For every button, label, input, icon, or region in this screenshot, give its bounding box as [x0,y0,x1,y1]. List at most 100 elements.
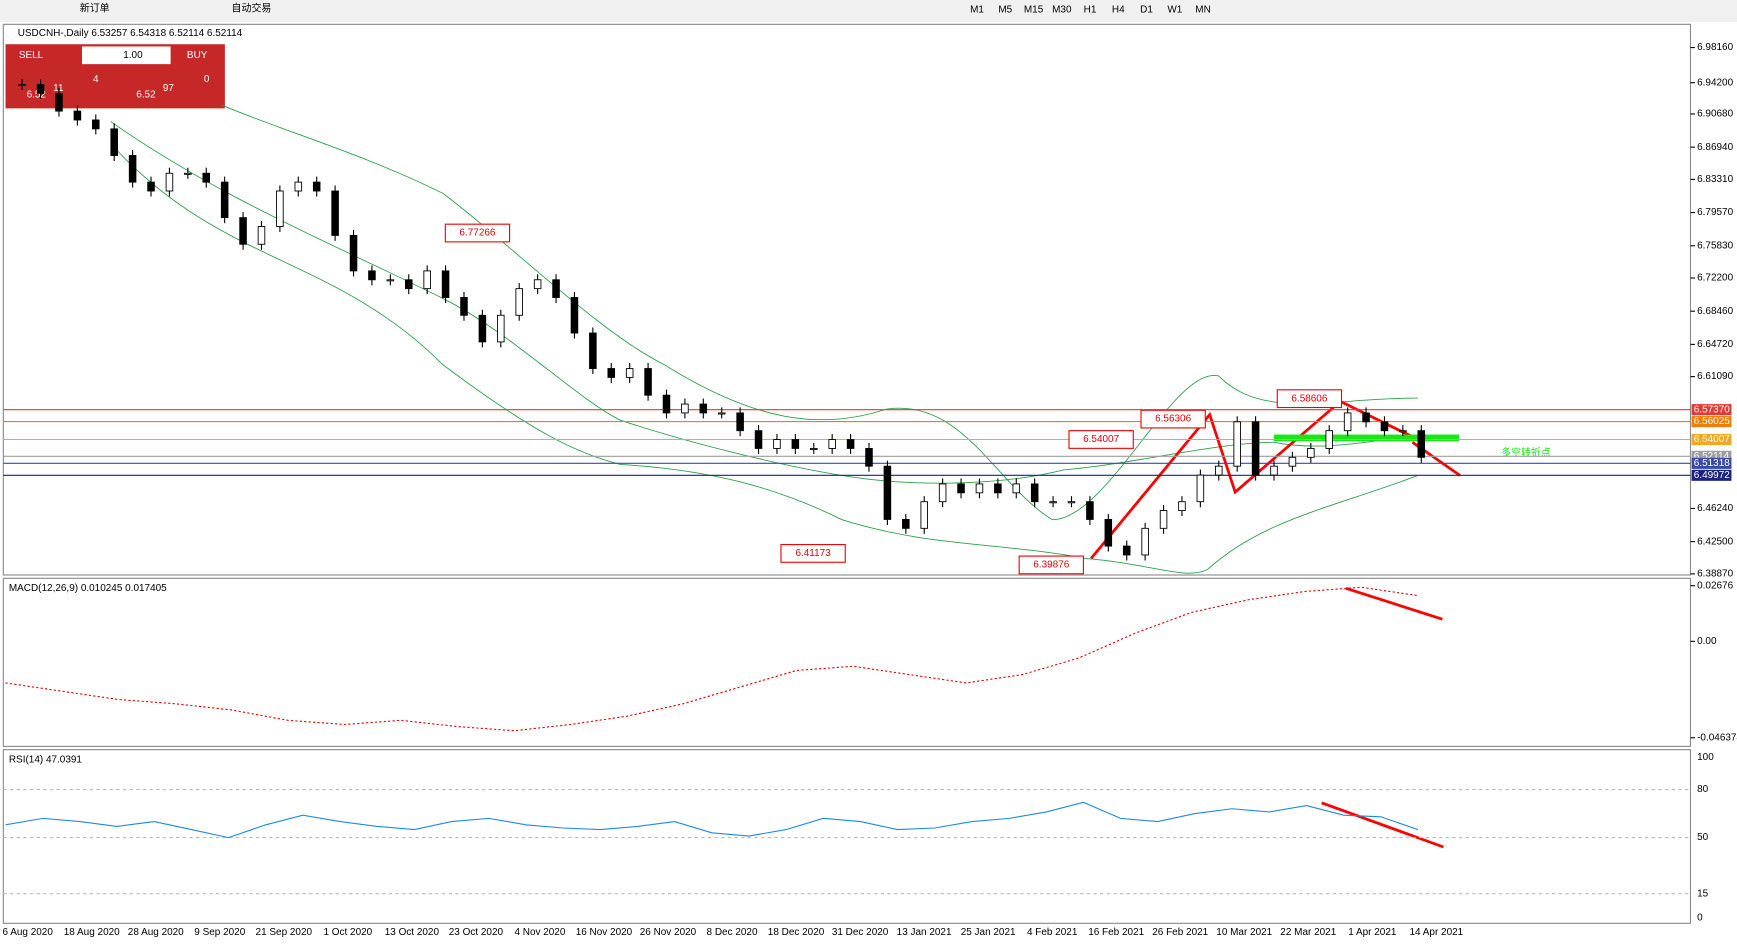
candle [717,412,726,415]
candle [754,430,763,449]
turning-zone [1273,434,1459,442]
annotation: 6.54007 [1083,434,1119,445]
candle [55,92,63,112]
candle [994,483,1002,494]
level-tag [1691,469,1732,481]
candle [791,439,800,449]
macd-panel [2,577,1692,747]
date-label: 8 Dec 2020 [707,927,758,938]
annotation: 6.56306 [1155,414,1191,425]
candle [18,84,26,87]
candle [736,412,744,432]
ask-pips: 97 [163,83,175,94]
date-label: 10 Mar 2021 [1216,927,1272,938]
sell-button[interactable]: SELL [19,50,44,61]
rsi-tick-label: 50 [1697,832,1709,843]
date-label: 9 Sep 2020 [194,927,245,938]
level-label: 6.54007 [1694,434,1730,445]
candle [1049,501,1057,504]
candle [570,297,579,334]
candle [828,439,836,449]
candle [1307,447,1315,458]
candle [1417,430,1426,458]
price-tick-label: 6.61090 [1697,371,1733,382]
macd-label: MACD(12,26,9) 0.010245 0.017405 [9,583,167,594]
candle [1251,421,1260,476]
timeframe-button[interactable]: H1 [1084,5,1097,16]
price-tick-label: 6.38870 [1697,568,1733,579]
timeframe-button[interactable]: D1 [1140,5,1153,16]
lots-box[interactable] [81,46,171,65]
timeframe-button[interactable]: M5 [998,5,1012,16]
candle [1012,483,1021,494]
timeframe-button[interactable]: M30 [1052,5,1072,16]
candle [865,447,873,467]
date-label: 14 Apr 2021 [1409,927,1463,938]
candle [257,226,266,245]
annotation-box [1140,409,1206,429]
candle [699,403,708,414]
candle [1141,527,1149,556]
candle [404,279,413,290]
macd-tick-label: -0.046374 [1697,732,1737,743]
candle [1270,465,1278,476]
rsi-tick-label: 15 [1697,888,1709,899]
date-label: 22 Mar 2021 [1280,927,1336,938]
candle [36,84,45,94]
candle [349,234,358,272]
macd-tick-label: 0.02676 [1697,580,1733,591]
candle [662,394,671,414]
date-label: 13 Jan 2021 [897,927,952,938]
new-order-button[interactable]: 新订单 [80,1,110,14]
rsi-label: RSI(14) 47.0391 [9,754,83,765]
rsi-line [5,801,1419,839]
candle [73,110,82,121]
lots: 1.00 [123,50,143,61]
annotation: 6.77266 [459,228,495,239]
candle [533,279,542,290]
price-tick-label: 6.75830 [1697,240,1733,251]
date-label: 4 Nov 2020 [514,927,565,938]
ask-big: 6.52 [136,90,156,101]
arrow-macd [1345,586,1443,621]
date-label: 28 Aug 2020 [128,927,184,938]
candle [1325,430,1334,449]
annotation: 6.39876 [1033,560,1069,571]
level-label: 6.49972 [1694,470,1730,481]
candle [92,119,100,130]
trade-panel: SELL BUY 1.00 6.52 11 4 6.52 97 0 [5,44,225,109]
candle [1104,519,1113,547]
candle [1196,474,1205,503]
candle [331,190,339,236]
price-tick-label: 6.90680 [1697,109,1733,120]
candle [497,314,505,343]
rsi-tick-label: 80 [1697,784,1709,795]
date-label: 1 Apr 2021 [1348,927,1397,938]
timeframe-button[interactable]: M15 [1024,5,1044,16]
candle [1343,412,1352,432]
arrow-rsi [1321,801,1444,849]
note: 多空转折点 [1501,446,1551,459]
candle [1178,501,1186,512]
level-label: 6.57370 [1694,404,1730,415]
ask-frac: 0 [204,74,210,85]
annotation-box [1276,389,1343,409]
candle [1086,501,1094,520]
price-tick-label: 6.72200 [1697,273,1733,284]
date-label: 18 Aug 2020 [64,927,120,938]
auto-trading-button[interactable]: 自动交易 [232,1,272,14]
timeframe-button[interactable]: M1 [970,5,984,16]
candle [276,190,284,227]
price-tick-label: 6.94200 [1697,77,1733,88]
candle [810,447,818,450]
timeframe-button[interactable]: W1 [1167,5,1182,16]
candle [902,519,910,529]
buy-button[interactable]: BUY [187,50,208,61]
candle [312,181,321,192]
candle [1380,421,1389,432]
bid-big: 6.52 [27,90,47,101]
timeframe-button[interactable]: MN [1195,5,1210,16]
dynamic: M1 M5 M15 M30 H1 H4 D1 W1 MN 6.98160 6.94200 6.9068… [2,5,1737,938]
timeframe-button[interactable]: H4 [1112,5,1125,16]
annotation-box [444,223,511,243]
